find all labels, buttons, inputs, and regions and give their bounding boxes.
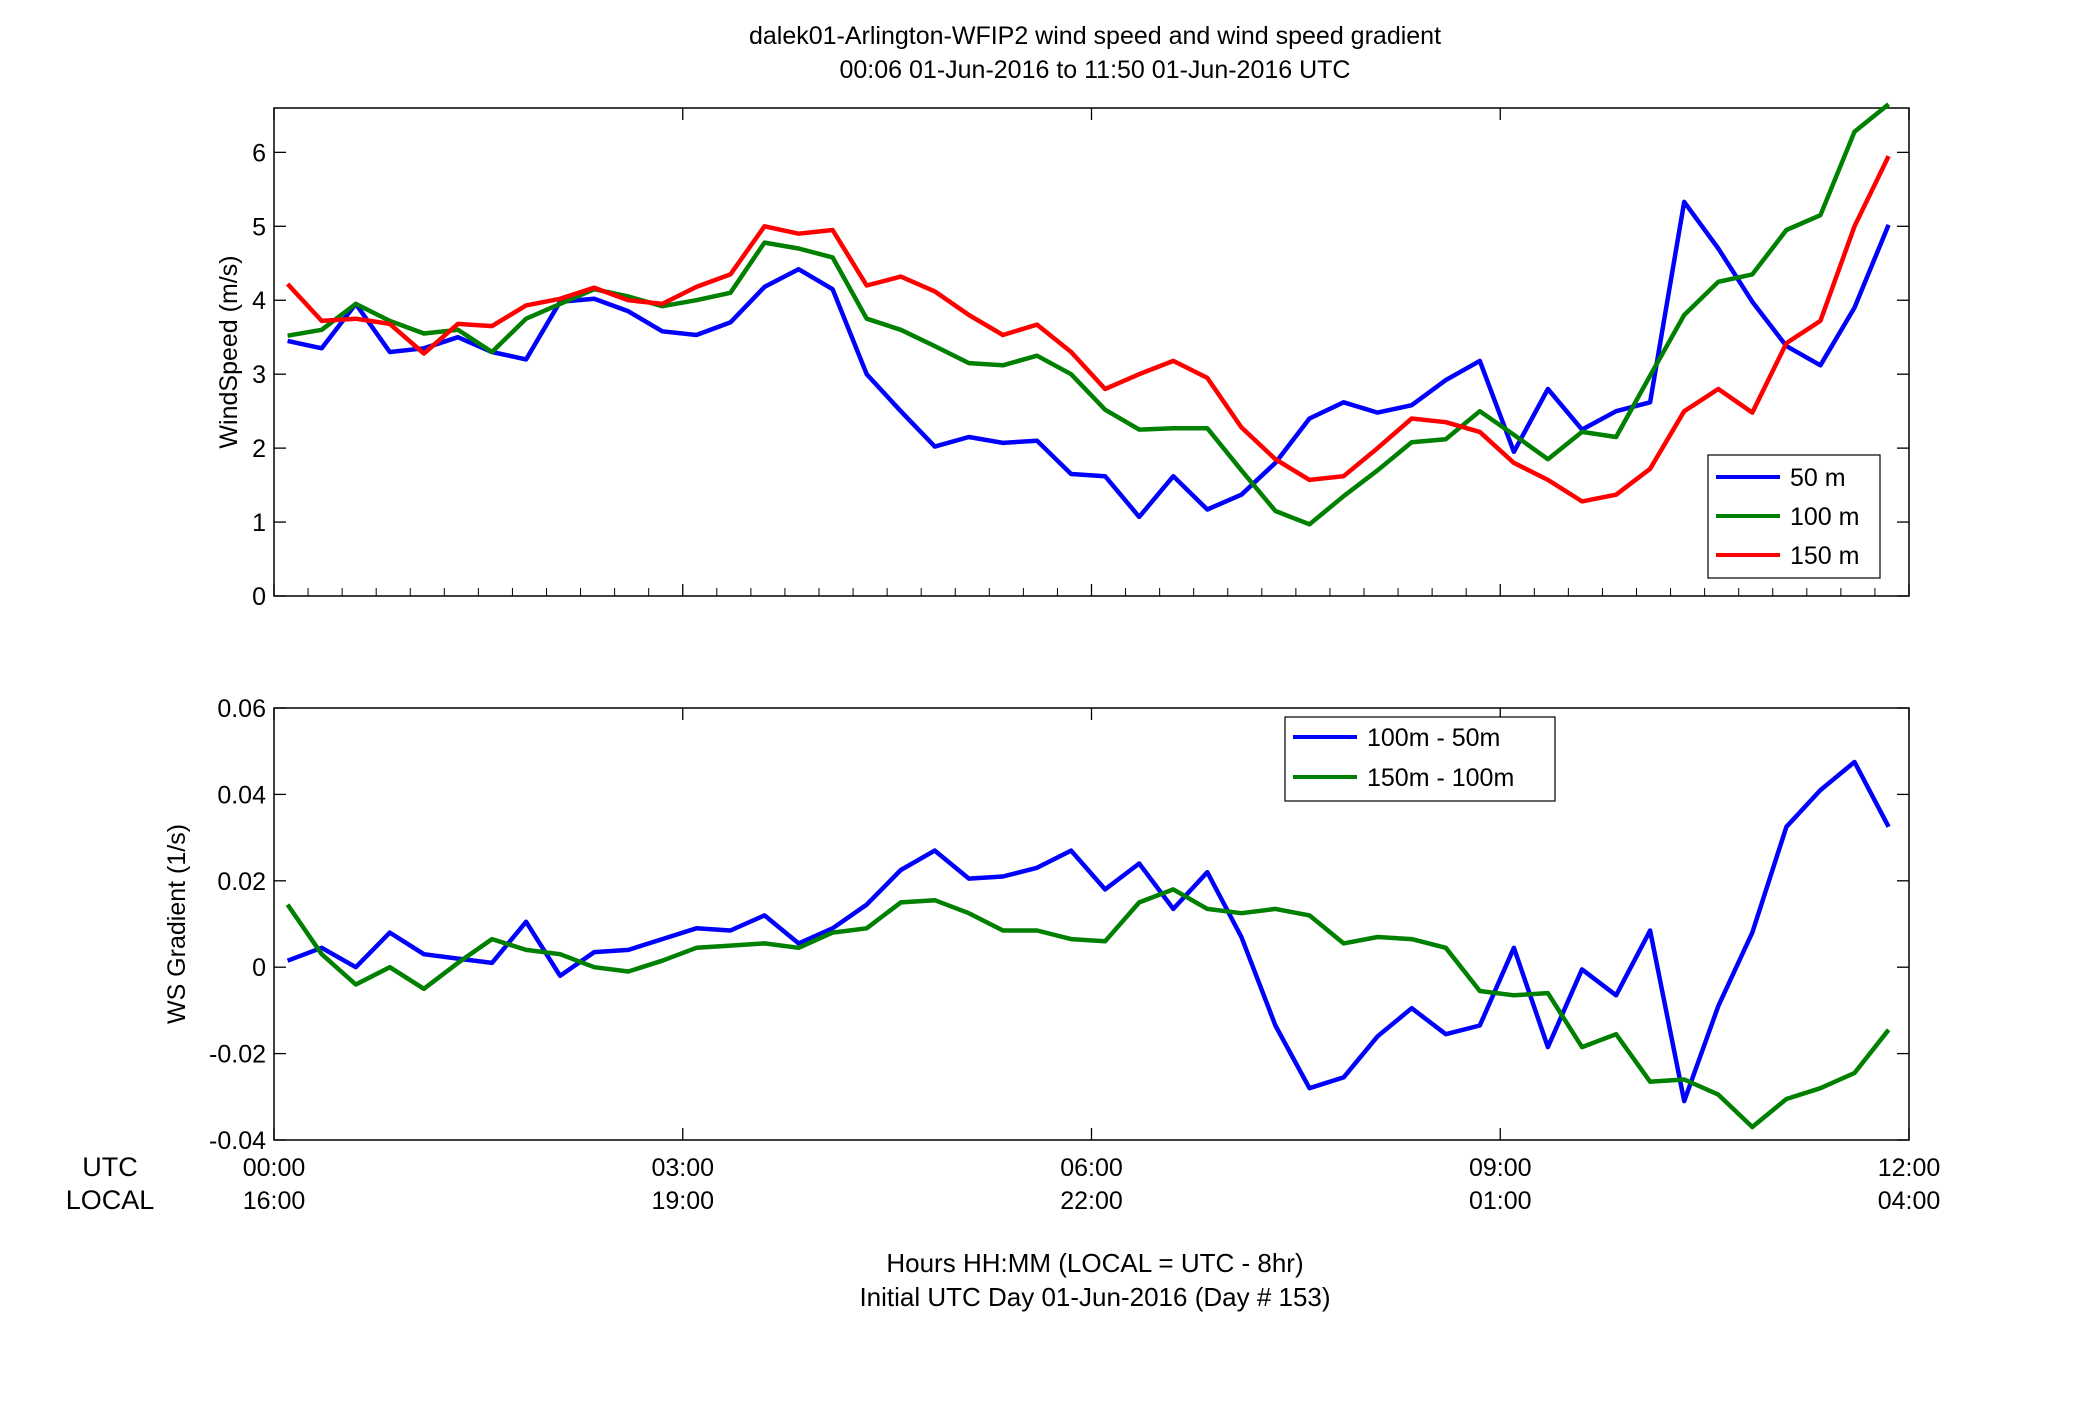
- y-tick-label: 1: [252, 509, 266, 537]
- series-line: [285, 155, 1891, 504]
- series-lines: [285, 759, 1891, 1130]
- legend-label-50m: 50 m: [1790, 464, 1846, 492]
- y-tick-label: 5: [252, 213, 266, 241]
- x-tick-label-utc: 00:00: [243, 1154, 306, 1182]
- y-tick-label: 6: [252, 139, 266, 167]
- series-line: [285, 887, 1891, 1130]
- x-tick-label-utc: 12:00: [1878, 1154, 1941, 1182]
- y-tick-label: 3: [252, 361, 266, 389]
- x-tick-label-local: 19:00: [651, 1187, 714, 1215]
- legend-box: [1284, 716, 1556, 802]
- y-ticks: -0.04 -0.02 0 0.02 0.04 0.06: [209, 695, 1909, 1155]
- legend-label-100m: 100 m: [1790, 503, 1859, 531]
- gradient-panel: -0.04 -0.02 0 0.02 0.04 0.06 WS Gradient (1/s…: [163, 695, 1910, 1155]
- chart-subtitle: 00:06 01-Jun-2016 to 11:50 01-Jun-2016 U…: [840, 56, 1351, 84]
- series-line: [287, 199, 1891, 520]
- y-tick-label: -0.04: [209, 1127, 266, 1155]
- wind-speed-panel: 0 1 2 3 4 5 6 WindSpeed (m/s) 50 m 100 m 150 m: [215, 102, 1910, 611]
- legend: 50 m 100 m 150 m: [1707, 454, 1881, 579]
- legend-label-150m-100m: 150m - 100m: [1367, 764, 1514, 792]
- series-line: [286, 759, 1891, 1104]
- chart-title: dalek01-Arlington-WFIP2 wind speed and w…: [749, 22, 1441, 50]
- y-tick-label: 0.02: [217, 868, 266, 896]
- x-tick-label-utc: 06:00: [1060, 1154, 1123, 1182]
- x-tick-label-local: 16:00: [243, 1187, 306, 1215]
- y-tick-label: 0: [252, 583, 266, 611]
- y-tick-label: 2: [252, 435, 266, 463]
- x-tick-label-local: 01:00: [1469, 1187, 1532, 1215]
- legend: 100m - 50m 150m - 100m: [1284, 716, 1556, 802]
- y-ticks: 0 1 2 3 4 5 6: [252, 139, 1909, 611]
- y-axis-label: WindSpeed (m/s): [215, 255, 243, 448]
- y-tick-label: 0.04: [217, 781, 266, 809]
- x-axis-label: Hours HH:MM (LOCAL = UTC - 8hr): [886, 1248, 1303, 1278]
- x-tick-label-local: 22:00: [1060, 1187, 1123, 1215]
- x-tick-labels: 00:00 16:00 03:00 19:00 06:00 22:00 09:00 01:00…: [243, 1154, 1941, 1215]
- y-tick-label: -0.02: [209, 1041, 266, 1069]
- y-tick-label: 0.06: [217, 695, 266, 723]
- x-axis-sublabel: Initial UTC Day 01-Jun-2016 (Day # 153): [859, 1282, 1330, 1312]
- series-lines: [285, 102, 1891, 527]
- x-tick-label-utc: 03:00: [651, 1154, 714, 1182]
- x-ticks: [273, 708, 1910, 1140]
- x-ticks: [273, 108, 1910, 596]
- x-tick-label-utc: 09:00: [1469, 1154, 1532, 1182]
- legend-label-100m-50m: 100m - 50m: [1367, 724, 1500, 752]
- row-label-utc: UTC: [82, 1152, 138, 1182]
- series-line: [287, 102, 1891, 527]
- y-tick-label: 0: [252, 954, 266, 982]
- legend-label-150m: 150 m: [1790, 542, 1859, 570]
- y-axis-label: WS Gradient (1/s): [163, 824, 191, 1024]
- y-tick-label: 4: [252, 287, 266, 315]
- x-tick-label-local: 04:00: [1878, 1187, 1941, 1215]
- row-label-local: LOCAL: [66, 1185, 155, 1215]
